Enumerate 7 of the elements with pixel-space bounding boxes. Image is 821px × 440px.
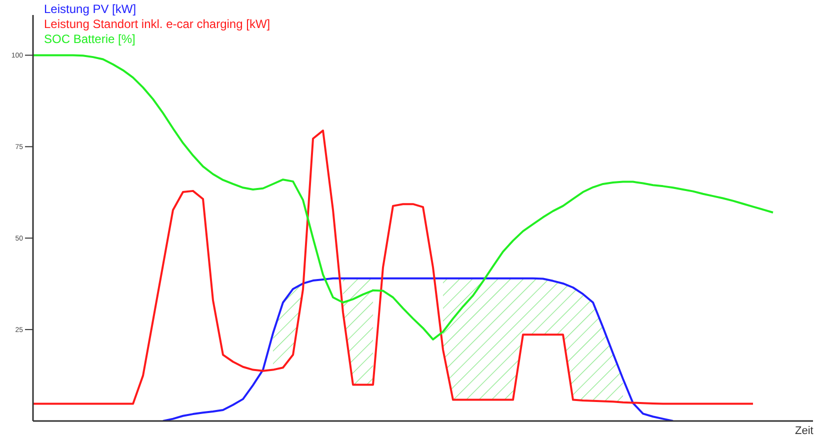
series-label: SOC Batterie [%] <box>44 32 136 47</box>
line-series <box>32 54 774 340</box>
line-series <box>162 277 674 421</box>
line-series <box>32 130 754 405</box>
text: Leistung Standort inkl. e-car charging [kW] <box>44 17 270 32</box>
text: Leistung PV [kW] <box>44 2 138 17</box>
x-axis-title: Zeit <box>795 425 814 437</box>
